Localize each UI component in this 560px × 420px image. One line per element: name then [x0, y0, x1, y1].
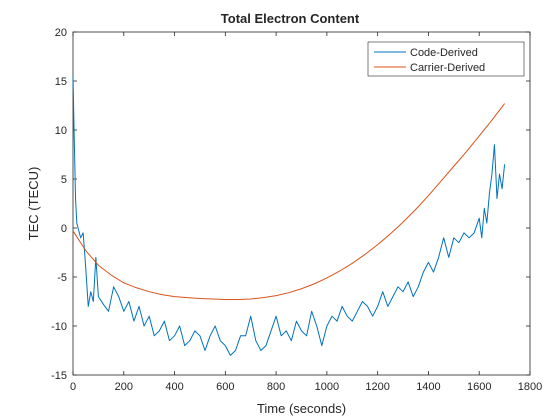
- x-axis-ticks: 0 200 400 600 800 1000 1200 1400 1600 1800: [70, 32, 542, 393]
- chart-title: Total Electron Content: [221, 11, 360, 26]
- legend-label-code-derived: Code-Derived: [410, 47, 478, 59]
- x-tick-label: 1800: [518, 381, 542, 393]
- y-tick-label: 5: [61, 174, 67, 186]
- legend-label-carrier-derived: Carrier-Derived: [410, 62, 485, 74]
- x-tick-label: 1400: [416, 381, 440, 393]
- y-tick-label: 15: [55, 76, 67, 88]
- y-tick-label: -15: [51, 370, 67, 382]
- legend: Code-Derived Carrier-Derived: [367, 41, 525, 77]
- x-tick-label: 1000: [315, 381, 339, 393]
- series-line-code-derived: [72, 76, 506, 356]
- series-layer: [72, 76, 506, 356]
- x-axis-label: Time (seconds): [257, 401, 346, 416]
- legend-box: [367, 41, 525, 77]
- y-tick-label: 20: [55, 27, 67, 39]
- y-axis-ticks: -15 -10 -5 0 5 10 15 20: [51, 27, 530, 382]
- y-tick-label: -10: [51, 321, 67, 333]
- plot-frame: [72, 31, 531, 376]
- x-tick-label: 200: [115, 381, 133, 393]
- x-tick-label: 1600: [467, 381, 491, 393]
- y-tick-label: -5: [57, 272, 67, 284]
- y-tick-label: 10: [55, 125, 67, 137]
- x-tick-label: 600: [216, 381, 234, 393]
- x-tick-label: 1200: [365, 381, 389, 393]
- series-line-carrier-derived: [72, 103, 506, 301]
- x-tick-label: 800: [267, 381, 285, 393]
- x-tick-label: 400: [165, 381, 183, 393]
- y-axis-label: TEC (TECU): [26, 167, 41, 241]
- x-tick-label: 0: [70, 381, 76, 393]
- y-tick-label: 0: [61, 223, 67, 235]
